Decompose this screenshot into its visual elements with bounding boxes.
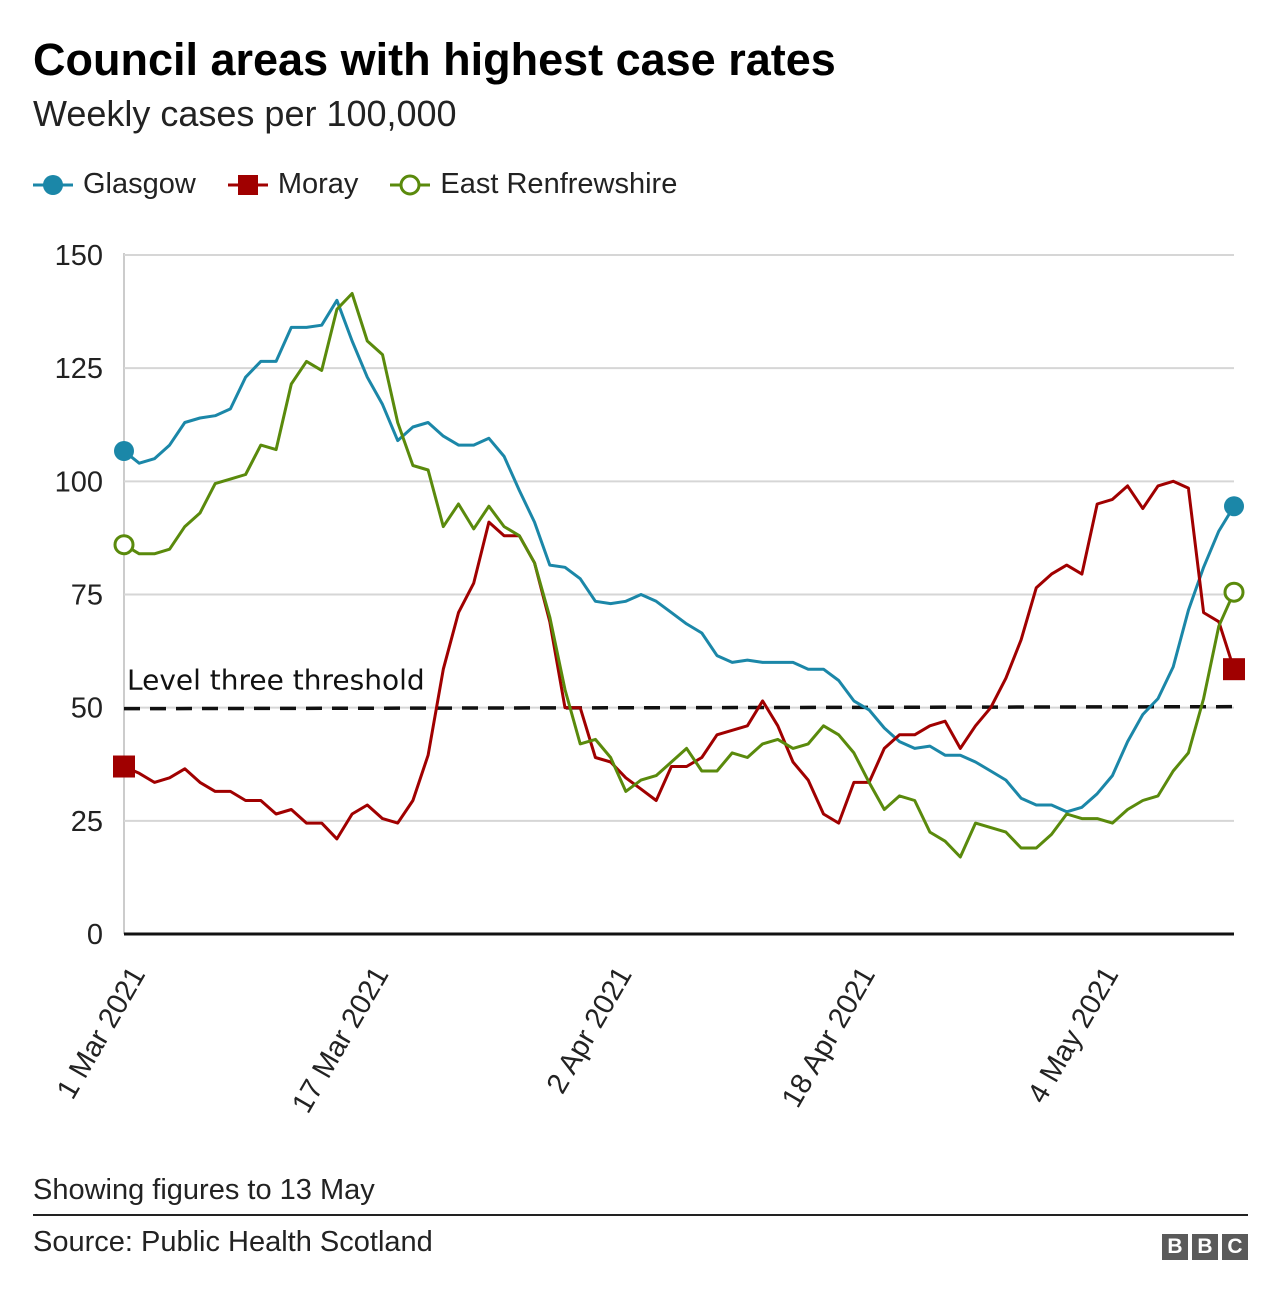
y-tick-label: 0	[87, 919, 103, 951]
series-marker-moray	[1223, 658, 1245, 681]
y-tick-label: 50	[71, 693, 103, 725]
x-tick-label: 1 Mar 2021	[51, 962, 152, 1105]
legend-item-east-renfrewshire: East Renfrewshire	[390, 168, 677, 201]
legend-glasgow-circle-icon	[33, 174, 73, 195]
footnote: Showing figures to 13 May	[33, 1174, 375, 1206]
y-tick-label: 75	[71, 580, 103, 612]
legend-label: Glasgow	[83, 168, 196, 200]
series-marker-moray	[113, 755, 135, 778]
legend-label: Moray	[277, 168, 359, 200]
divider	[33, 1214, 1248, 1216]
series-line-glasgow	[123, 298, 1236, 814]
y-tick-label: 100	[55, 466, 103, 498]
x-tick-label: 17 Mar 2021	[286, 962, 395, 1119]
series-marker-glasgow	[1224, 496, 1244, 517]
chart-title: Council areas with highest case rates	[33, 34, 836, 85]
series-marker-east-renfrewshire	[1223, 581, 1245, 603]
y-tick-label: 150	[55, 240, 103, 272]
y-tick-label: 25	[71, 806, 103, 838]
legend-east-renfrewshire-open-circle-icon	[390, 174, 431, 195]
x-tick-label: 4 May 2021	[1022, 962, 1125, 1109]
legend-item-moray: Moray	[227, 168, 359, 201]
line-chart: 0 25 50 75 100 125 150 1 Mar 2021 17 Mar 2021 2 A…	[51, 240, 1245, 1119]
x-tick-label: 2 Apr 2021	[541, 962, 639, 1100]
y-tick-label: 125	[55, 353, 103, 385]
x-tick-label: 18 Apr 2021	[776, 962, 882, 1113]
series-line-moray	[123, 479, 1236, 841]
legend-label: East Renfrewshire	[440, 168, 678, 200]
threshold-line	[123, 704, 1235, 711]
source: Source: Public Health Scotland	[33, 1226, 433, 1258]
series-marker-east-renfrewshire	[113, 534, 135, 556]
legend-moray-square-icon	[227, 174, 268, 195]
chart-subtitle: Weekly cases per 100,000	[33, 93, 457, 134]
threshold-label: Level three threshold	[127, 664, 425, 697]
series-marker-glasgow	[114, 441, 134, 462]
series-line-east-renfrewshire	[123, 292, 1236, 859]
legend-item-glasgow: Glasgow	[33, 168, 196, 201]
legend: Glasgow Moray East Renfrewshire	[33, 168, 709, 201]
